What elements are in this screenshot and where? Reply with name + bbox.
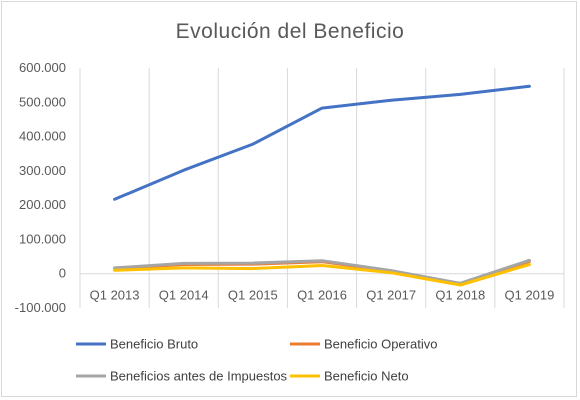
series-line <box>113 258 531 285</box>
series-layer <box>113 84 531 287</box>
x-tick-label: Q1 2017 <box>366 288 416 303</box>
y-tick-label: 200.000 <box>19 197 66 212</box>
x-tick-label: Q1 2018 <box>435 288 485 303</box>
y-tick-label: 400.000 <box>19 129 66 144</box>
x-tick-label: Q1 2016 <box>297 288 347 303</box>
chart-title: Evolución del Beneficio <box>176 20 405 43</box>
legend-label: Beneficio Neto <box>324 369 409 384</box>
y-tick-label: 600.000 <box>19 60 66 75</box>
series-line <box>113 263 531 287</box>
x-tick-label: Q1 2014 <box>159 288 209 303</box>
x-tick-label: Q1 2015 <box>228 288 278 303</box>
x-tick-label: Q1 2013 <box>90 288 140 303</box>
legend-label: Beneficio Operativo <box>324 337 437 352</box>
x-tick-label: Q1 2019 <box>504 288 554 303</box>
axis-layer: -100.000 0 100.000 200.000 300.000 400.000 500… <box>15 60 564 315</box>
y-tick-label: -100.000 <box>15 300 66 315</box>
legend-label: Beneficios antes de Impuestos <box>110 369 288 384</box>
series-line <box>113 84 531 201</box>
y-tick-label: 100.000 <box>19 231 66 246</box>
legend: Beneficio Bruto Beneficio Operativo Benefi… <box>76 337 437 384</box>
y-tick-label: 500.000 <box>19 94 66 109</box>
y-tick-label: 0 <box>59 266 66 281</box>
legend-label: Beneficio Bruto <box>110 337 198 352</box>
y-tick-label: 300.000 <box>19 163 66 178</box>
